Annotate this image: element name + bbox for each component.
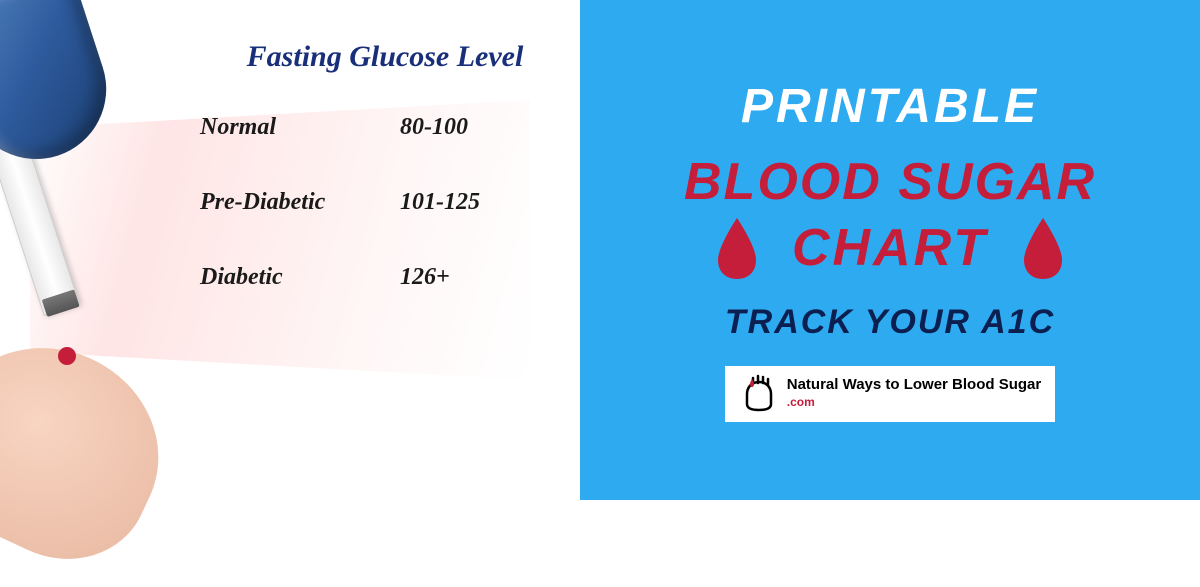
glucose-chart: Fasting Glucose Level Normal 80-100 Pre-… xyxy=(200,40,570,339)
heading-chart: CHART xyxy=(792,218,988,278)
blood-drop-on-finger xyxy=(58,347,76,365)
logo-badge: Natural Ways to Lower Blood Sugar .com xyxy=(725,366,1055,422)
heading-blood-sugar: BLOOD SUGAR xyxy=(684,152,1096,212)
heading-chart-row: CHART xyxy=(712,216,1068,281)
heading-track-a1c: TRACK YOUR A1C xyxy=(725,303,1055,342)
glucose-meter-illustration xyxy=(0,0,160,520)
table-row: Diabetic 126+ xyxy=(200,264,570,291)
blood-drop-icon xyxy=(1018,216,1068,281)
row-label-normal: Normal xyxy=(200,114,400,141)
heading-printable: PRINTABLE xyxy=(741,79,1039,134)
row-label-prediabetic: Pre-Diabetic xyxy=(200,189,400,216)
logo-text-suffix: .com xyxy=(787,395,815,409)
logo-text-main: Natural Ways to Lower Blood Sugar xyxy=(787,376,1041,393)
chart-title: Fasting Glucose Level xyxy=(200,40,570,74)
left-panel: Fasting Glucose Level Normal 80-100 Pre-… xyxy=(0,0,580,500)
row-value-prediabetic: 101-125 xyxy=(400,189,540,216)
table-row: Normal 80-100 xyxy=(200,114,570,141)
blood-drop-icon xyxy=(712,216,762,281)
right-panel: PRINTABLE BLOOD SUGAR CHART TRACK YOUR A… xyxy=(580,0,1200,500)
hand-icon xyxy=(739,374,779,414)
logo-text: Natural Ways to Lower Blood Sugar .com xyxy=(787,377,1041,410)
row-label-diabetic: Diabetic xyxy=(200,264,400,291)
table-row: Pre-Diabetic 101-125 xyxy=(200,189,570,216)
row-value-diabetic: 126+ xyxy=(400,264,540,291)
row-value-normal: 80-100 xyxy=(400,114,540,141)
